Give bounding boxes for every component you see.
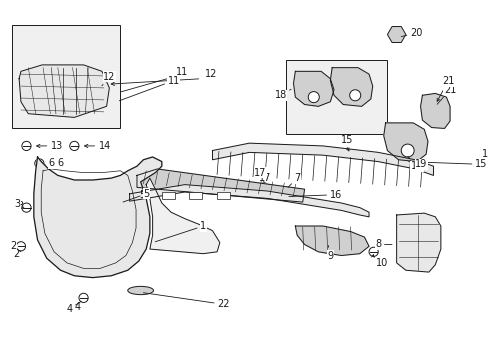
Polygon shape bbox=[386, 27, 405, 42]
Circle shape bbox=[368, 247, 377, 256]
Text: 18: 18 bbox=[274, 89, 290, 100]
Circle shape bbox=[35, 159, 44, 168]
Text: 21: 21 bbox=[436, 85, 455, 104]
Text: 15: 15 bbox=[481, 149, 488, 159]
Polygon shape bbox=[34, 157, 162, 278]
Polygon shape bbox=[420, 94, 449, 129]
Circle shape bbox=[16, 242, 25, 251]
Bar bbox=[217, 192, 229, 199]
Text: 3: 3 bbox=[14, 199, 24, 209]
Text: 5: 5 bbox=[139, 190, 145, 200]
Text: 7: 7 bbox=[287, 173, 300, 187]
Text: 4: 4 bbox=[66, 301, 81, 314]
Text: 2: 2 bbox=[14, 249, 20, 259]
Text: 8: 8 bbox=[374, 239, 391, 249]
Text: 16: 16 bbox=[288, 190, 341, 200]
Text: 14: 14 bbox=[99, 141, 111, 151]
Text: 12: 12 bbox=[204, 69, 217, 79]
Circle shape bbox=[104, 212, 114, 221]
Circle shape bbox=[349, 90, 360, 101]
Circle shape bbox=[401, 144, 413, 157]
Bar bbox=[285, 60, 386, 134]
Circle shape bbox=[22, 141, 31, 150]
Text: 22: 22 bbox=[143, 293, 229, 309]
Polygon shape bbox=[383, 123, 427, 162]
Circle shape bbox=[259, 183, 268, 192]
Text: 15: 15 bbox=[408, 159, 487, 169]
Polygon shape bbox=[396, 213, 440, 272]
Text: 6: 6 bbox=[45, 158, 54, 168]
Text: 11: 11 bbox=[175, 67, 187, 77]
Bar bbox=[162, 192, 174, 199]
Text: 6: 6 bbox=[58, 158, 64, 168]
Text: 21: 21 bbox=[442, 76, 454, 86]
Polygon shape bbox=[293, 71, 333, 106]
Text: 12: 12 bbox=[102, 72, 115, 86]
Text: 13: 13 bbox=[51, 141, 63, 151]
Text: 5: 5 bbox=[123, 189, 149, 202]
Circle shape bbox=[22, 203, 31, 212]
Polygon shape bbox=[137, 169, 304, 202]
Circle shape bbox=[307, 91, 319, 103]
Circle shape bbox=[112, 198, 121, 207]
Text: 20: 20 bbox=[409, 28, 422, 38]
Circle shape bbox=[106, 183, 116, 192]
Polygon shape bbox=[129, 185, 368, 217]
Polygon shape bbox=[19, 65, 109, 117]
Ellipse shape bbox=[127, 286, 153, 294]
Polygon shape bbox=[146, 178, 220, 254]
Bar bbox=[12, 25, 120, 129]
Text: 19: 19 bbox=[407, 156, 422, 171]
Text: 17: 17 bbox=[254, 168, 266, 182]
Text: 9: 9 bbox=[326, 245, 333, 261]
Polygon shape bbox=[330, 68, 372, 106]
Text: 17: 17 bbox=[258, 173, 270, 183]
Text: 11: 11 bbox=[119, 76, 180, 101]
Text: 10: 10 bbox=[376, 258, 388, 268]
Text: 15: 15 bbox=[341, 135, 353, 145]
Text: 2: 2 bbox=[10, 241, 21, 252]
Polygon shape bbox=[295, 226, 368, 256]
Circle shape bbox=[79, 293, 88, 302]
Circle shape bbox=[70, 141, 79, 150]
Text: 19: 19 bbox=[414, 159, 427, 169]
Bar bbox=[189, 192, 202, 199]
Text: 1: 1 bbox=[155, 221, 206, 242]
Polygon shape bbox=[212, 143, 432, 175]
Text: 3: 3 bbox=[17, 201, 23, 211]
Text: 4: 4 bbox=[74, 302, 81, 312]
